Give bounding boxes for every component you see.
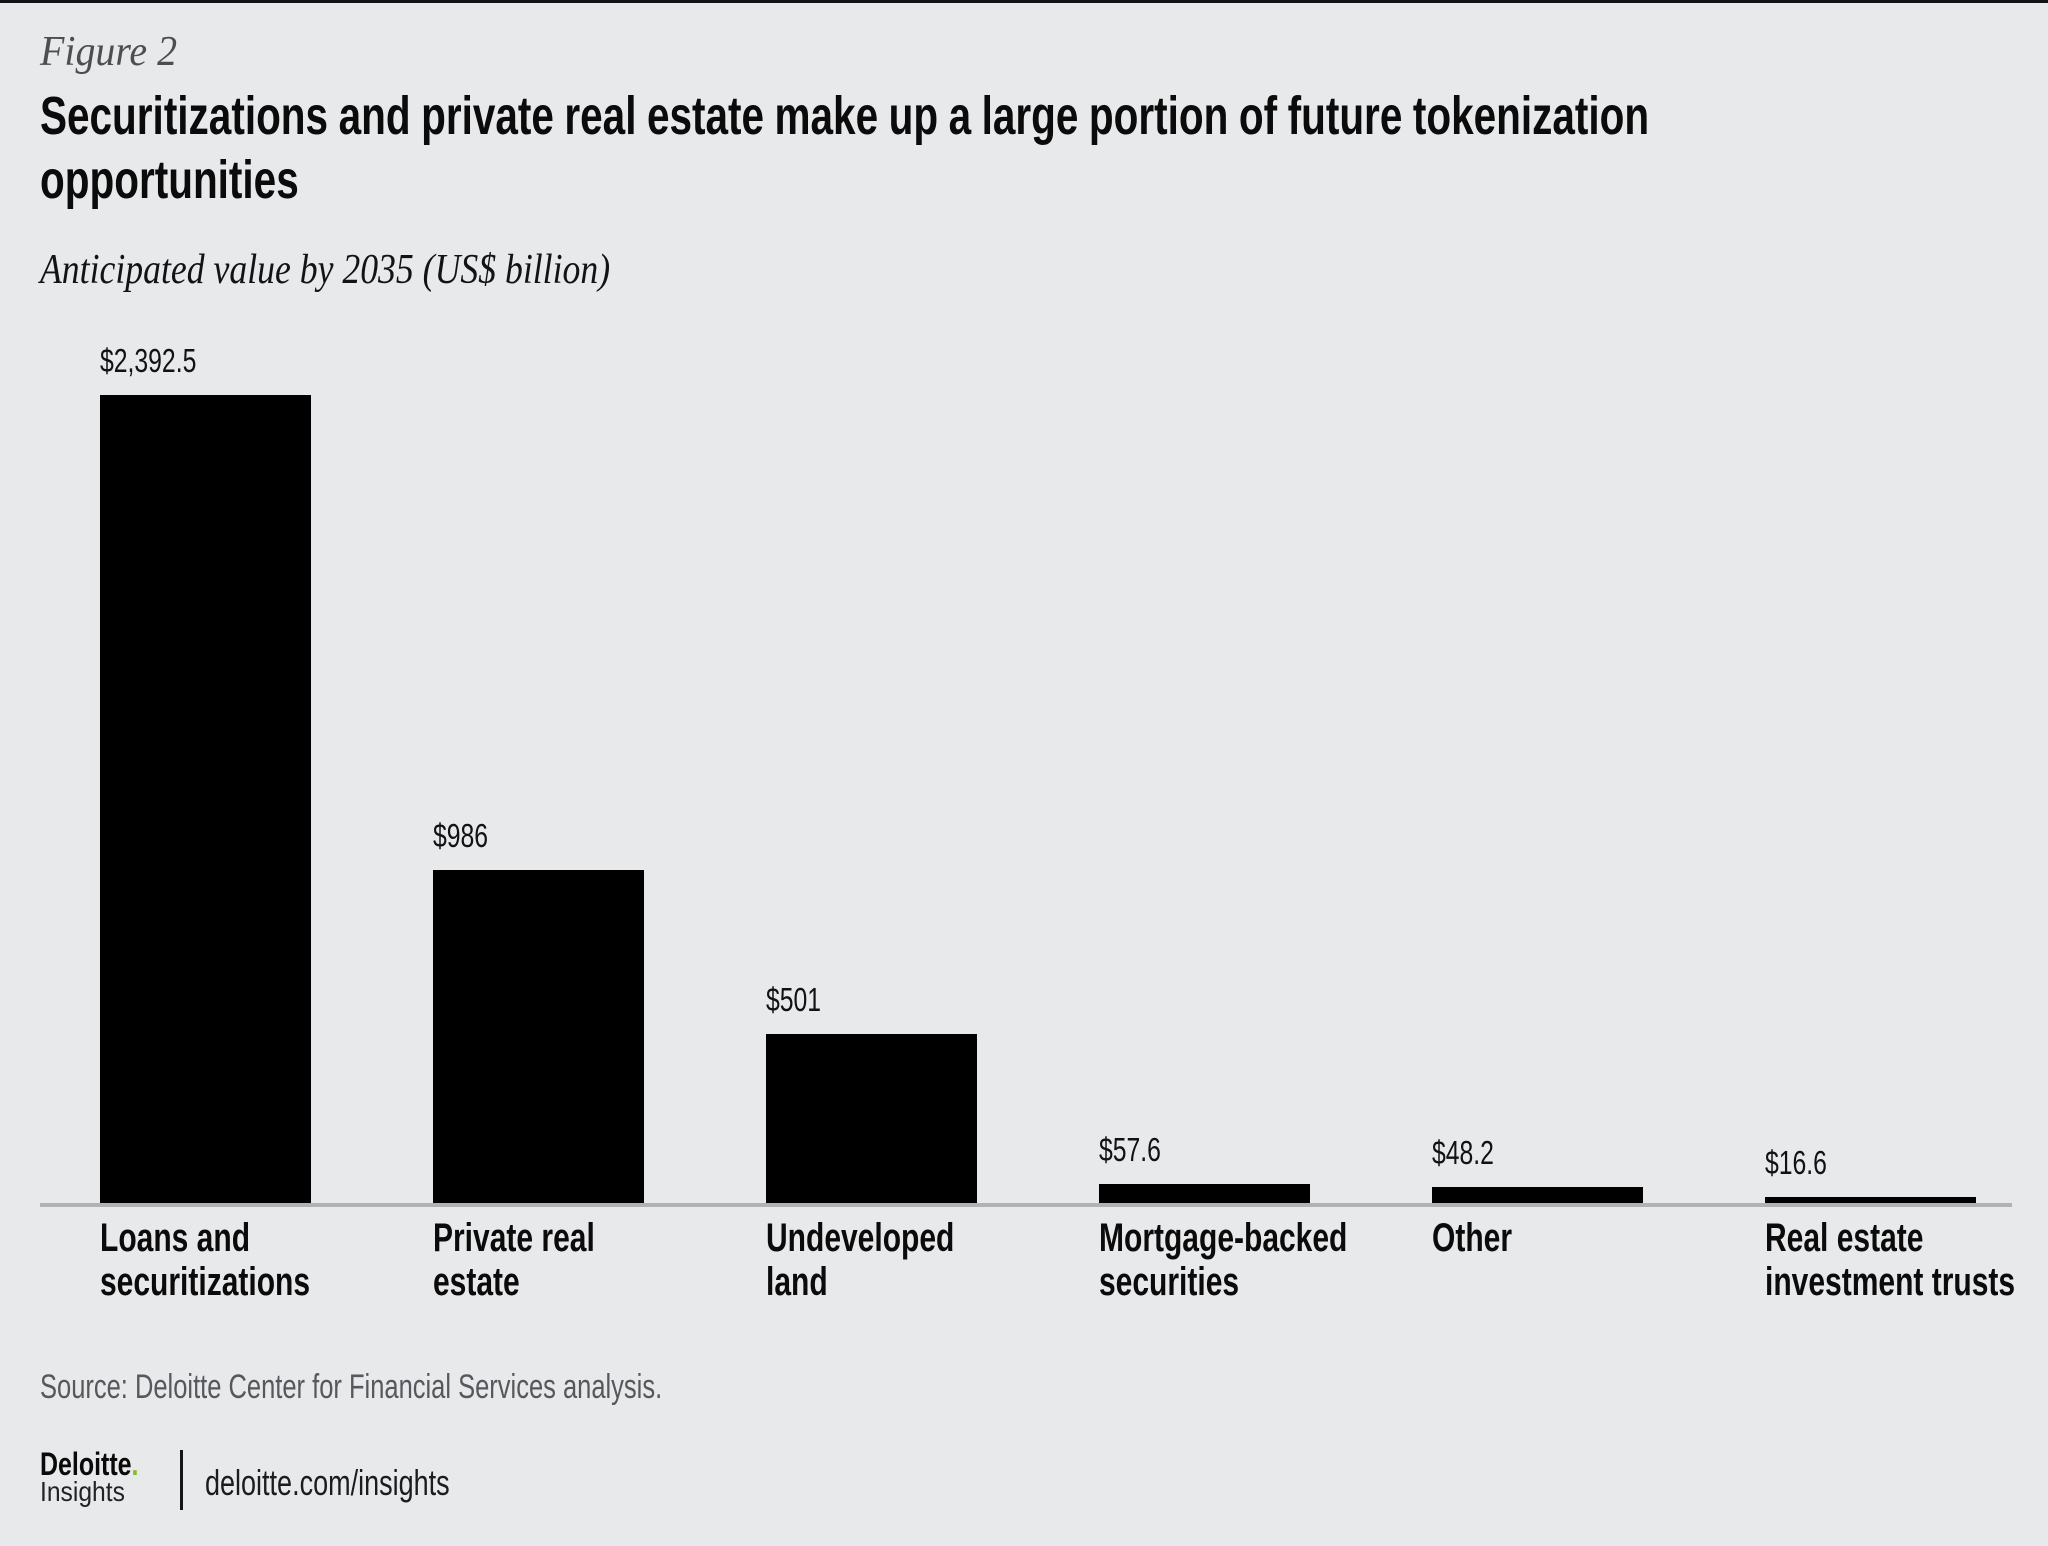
- category-label-line: Mortgage-backed: [1099, 1216, 1348, 1260]
- category-label-line: land: [766, 1260, 828, 1304]
- bar-value-label: $57.6: [1099, 1131, 1161, 1168]
- bar: [1765, 1197, 1976, 1203]
- bar: [1432, 1187, 1643, 1203]
- x-axis-baseline: [40, 1203, 2012, 1207]
- figure-label: Figure 2: [40, 29, 178, 75]
- category-label-line: estate: [433, 1260, 520, 1304]
- category-label-line: investment trusts: [1765, 1260, 2016, 1304]
- bar: [1099, 1184, 1310, 1203]
- category-label: Loans and securitizations: [100, 1216, 520, 1304]
- chart-subtitle: Anticipated value by 2035 (US$ billion): [40, 247, 611, 293]
- category-label: Private real estate: [433, 1216, 853, 1304]
- bar-value-label: $986: [433, 817, 489, 854]
- category-label-line: Private real: [433, 1216, 595, 1260]
- bar-value-label: $16.6: [1765, 1144, 1827, 1181]
- bar: [766, 1034, 977, 1203]
- category-label-line: securities: [1099, 1260, 1240, 1304]
- category-label-line: Loans and: [100, 1216, 251, 1260]
- bar-value-label: $48.2: [1432, 1134, 1494, 1171]
- category-label: Other: [1432, 1216, 1852, 1260]
- bar: [433, 870, 644, 1203]
- category-label: Undeveloped land: [766, 1216, 1186, 1304]
- category-label-line: securitizations: [100, 1260, 311, 1304]
- chart-title: Securitizations and private real estate …: [40, 86, 1650, 210]
- category-label: Mortgage-backed securities: [1099, 1216, 1519, 1304]
- category-label: Real estate investment trusts: [1765, 1216, 2048, 1304]
- category-label-line: Other: [1432, 1216, 1513, 1260]
- category-label-line: Real estate: [1765, 1216, 1924, 1260]
- bar: [100, 395, 311, 1203]
- bar-value-label: $501: [766, 981, 822, 1018]
- category-label-line: Undeveloped: [766, 1216, 955, 1260]
- bar-value-label: $2,392.5: [100, 342, 197, 379]
- top-rule: [0, 0, 2048, 3]
- source-note: Source: Deloitte Center for Financial Se…: [40, 1368, 663, 1406]
